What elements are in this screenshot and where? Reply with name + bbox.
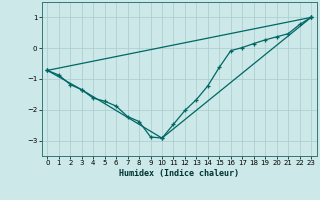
X-axis label: Humidex (Indice chaleur): Humidex (Indice chaleur) [119,169,239,178]
